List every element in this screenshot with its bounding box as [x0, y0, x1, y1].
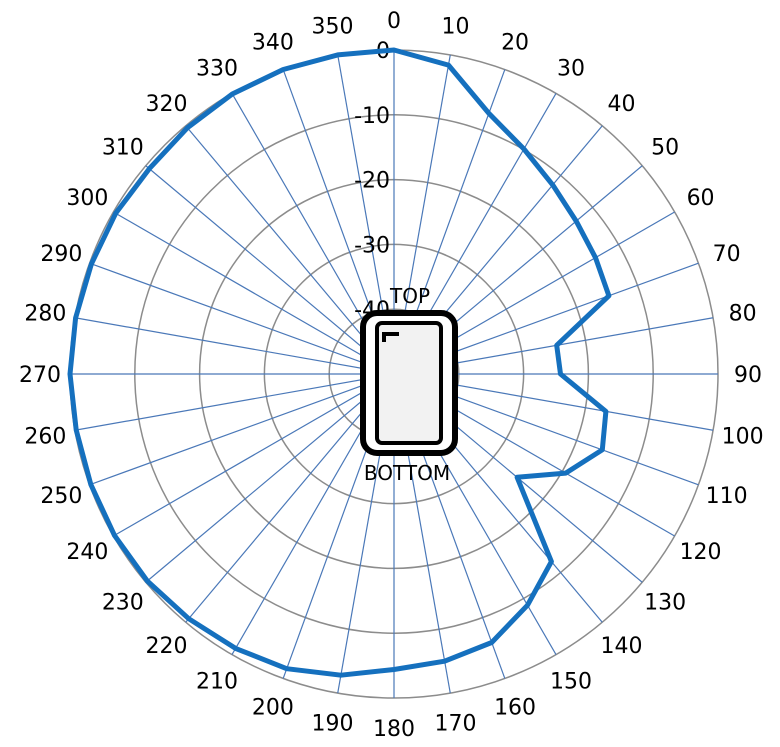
angle-tick-label: 330 — [196, 56, 238, 81]
radial-tick-label: -30 — [354, 233, 390, 258]
device-screen — [375, 321, 443, 445]
angle-tick-label: 250 — [40, 484, 82, 509]
angle-tick-label: 100 — [722, 424, 764, 449]
angle-tick-label: 110 — [706, 484, 748, 509]
angle-tick-label: 350 — [312, 14, 354, 39]
device-corner-mark-icon — [382, 332, 399, 342]
angle-tick-label: 200 — [252, 696, 294, 721]
grid-spoke — [185, 373, 395, 623]
data-series — [67, 47, 612, 678]
angle-tick-label: 290 — [40, 242, 82, 267]
angle-tick-label: 80 — [729, 302, 757, 327]
angle-tick-label: 0 — [387, 9, 401, 34]
grid-spoke — [74, 373, 395, 431]
angle-tick-label: 300 — [66, 186, 108, 211]
angle-tick-label: 10 — [441, 14, 469, 39]
angle-tick-label: 260 — [24, 424, 66, 449]
angle-tick-label: 220 — [145, 634, 187, 659]
device-bottom-label: BOTTOM — [364, 461, 450, 485]
angle-tick-label: 50 — [651, 135, 679, 160]
angle-tick-label: 280 — [24, 302, 66, 327]
grid-spoke — [89, 373, 395, 486]
angle-tick-label: 60 — [687, 186, 715, 211]
device-top-label: TOP — [389, 284, 430, 308]
angle-tick-label: 20 — [501, 30, 529, 55]
angle-tick-label: 230 — [102, 591, 144, 616]
grid-spoke — [74, 317, 395, 375]
angle-tick-label: 120 — [680, 540, 722, 565]
angle-tick-label: 30 — [557, 56, 585, 81]
angle-tick-label: 70 — [713, 242, 741, 267]
angle-tick-label: 90 — [734, 363, 762, 388]
grid-spoke — [113, 211, 395, 375]
angle-tick-label: 160 — [494, 696, 536, 721]
grid-spoke — [145, 165, 395, 375]
angle-tick-label: 320 — [145, 92, 187, 117]
angle-tick-label: 170 — [434, 712, 476, 737]
angle-tick-label: 270 — [19, 363, 61, 388]
angle-tick-label: 150 — [550, 670, 592, 695]
angle-tick-label: 130 — [644, 591, 686, 616]
angle-tick-label: 340 — [252, 30, 294, 55]
radial-tick-label: -10 — [354, 104, 390, 129]
series-line — [67, 47, 612, 678]
device-diagram: TOP BOTTOM — [360, 284, 458, 485]
angle-tick-label: 140 — [601, 634, 643, 659]
grid-spoke — [145, 373, 395, 583]
angle-tick-label: 190 — [312, 712, 354, 737]
angle-tick-label: 310 — [102, 135, 144, 160]
angle-tick-label: 240 — [66, 540, 108, 565]
angle-tick-label: 40 — [608, 92, 636, 117]
angle-tick-label: 210 — [196, 670, 238, 695]
grid-spoke — [113, 373, 395, 537]
angle-tick-label: 180 — [373, 717, 415, 742]
grid-spoke — [89, 262, 395, 375]
grid-spoke — [185, 125, 395, 375]
radial-tick-label: -20 — [354, 169, 390, 194]
